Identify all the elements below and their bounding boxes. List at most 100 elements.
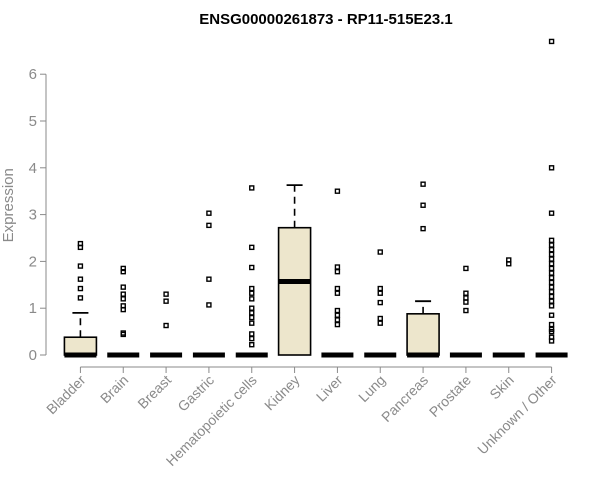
x-tick-label: Lung: [355, 372, 388, 405]
y-tick-label: 5: [29, 113, 37, 130]
outlier-point: [77, 285, 84, 292]
outlier-point: [249, 314, 255, 321]
outlier-point: [120, 296, 126, 302]
box-brain: [107, 265, 140, 358]
outlier-point: [463, 299, 469, 305]
outlier-point: [548, 270, 555, 276]
x-tick-label: Skin: [486, 372, 517, 403]
x-tick-label: Bladder: [43, 372, 89, 418]
box-iqr: [277, 226, 312, 356]
outlier-point: [206, 210, 212, 216]
box-hematopoietic-cells: [235, 185, 268, 358]
outlier-point: [420, 225, 426, 232]
y-tick-label: 1: [29, 300, 37, 317]
outlier-point: [249, 290, 255, 296]
outlier-point: [420, 181, 426, 187]
outlier-point: [77, 276, 84, 282]
outlier-point: [120, 265, 126, 272]
outlier-point: [249, 244, 255, 251]
box-breast: [150, 291, 183, 358]
x-tick-label: Breast: [134, 372, 174, 412]
y-tick-label: 3: [29, 207, 37, 224]
outlier-point: [548, 261, 555, 267]
box-prostate: [449, 265, 482, 358]
x-tick-label: Kidney: [261, 372, 303, 414]
outlier-point: [163, 322, 169, 329]
outlier-point: [249, 185, 255, 191]
outlier-point: [548, 284, 555, 290]
outlier-point: [120, 284, 126, 290]
outlier-point: [548, 256, 555, 262]
outlier-point: [548, 265, 555, 272]
outlier-point: [206, 302, 212, 308]
y-tick-label: 6: [29, 66, 37, 83]
outlier-point: [120, 268, 126, 275]
outlier-point: [548, 312, 555, 318]
outlier-point: [249, 335, 255, 342]
outlier-point: [249, 342, 255, 348]
outlier-point: [206, 222, 212, 229]
box-lung: [364, 249, 397, 358]
outlier-point: [548, 328, 555, 335]
outlier-point: [77, 244, 84, 251]
outlier-point: [377, 249, 383, 255]
y-tick-label: 2: [29, 253, 37, 270]
box-pancreas: [406, 181, 440, 358]
outlier-point: [334, 290, 341, 296]
x-tick-label: Gastric: [174, 372, 217, 415]
boxes-group: [63, 38, 568, 358]
outlier-point: [377, 315, 383, 322]
box-liver: [321, 188, 354, 358]
outlier-point: [377, 299, 383, 306]
outlier-point: [206, 276, 212, 282]
outlier-point: [334, 285, 341, 292]
outlier-point: [163, 291, 169, 297]
y-axis: 0 1 2 3 4 5 6: [29, 66, 47, 364]
box-iqr: [63, 336, 98, 356]
outlier-point: [334, 307, 341, 314]
outlier-point: [548, 251, 555, 258]
outlier-point: [548, 210, 555, 216]
outlier-point: [77, 295, 84, 301]
outlier-point: [334, 188, 341, 194]
outlier-point: [548, 338, 555, 344]
x-tick-label: Prostate: [426, 372, 474, 420]
outlier-point: [377, 285, 383, 292]
chart-title: ENSG00000261873 - RP11-515E23.1: [199, 11, 453, 28]
box-gastric: [192, 210, 225, 358]
outlier-point: [548, 279, 555, 286]
outlier-point: [548, 38, 555, 45]
outlier-point: [377, 290, 383, 296]
box-kidney: [277, 184, 312, 356]
outlier-point: [506, 261, 512, 267]
outlier-point: [548, 298, 555, 304]
outlier-point: [334, 264, 341, 270]
outlier-point: [334, 317, 341, 323]
outlier-point: [463, 265, 469, 272]
box-bladder: [63, 240, 98, 358]
outlier-point: [463, 290, 469, 296]
outlier-point: [77, 263, 84, 269]
outlier-point: [548, 289, 555, 295]
outlier-point: [548, 275, 555, 281]
outlier-point: [249, 331, 255, 337]
x-tick-label: Pancreas: [378, 372, 431, 425]
outlier-point: [377, 320, 383, 326]
y-tick-label: 0: [29, 347, 37, 364]
outlier-point: [120, 331, 126, 338]
outlier-point: [548, 165, 555, 171]
y-axis-title: Expression: [0, 168, 17, 242]
x-tick-label: Liver: [313, 372, 346, 405]
box-skin: [492, 257, 525, 358]
box-unknown-other: [535, 38, 568, 358]
outlier-point: [420, 202, 426, 208]
outlier-point: [548, 303, 555, 309]
outlier-point: [249, 264, 255, 271]
outlier-point: [548, 293, 555, 300]
outlier-point: [334, 321, 341, 328]
outlier-point: [249, 305, 255, 311]
outlier-point: [120, 306, 126, 313]
box-iqr: [406, 313, 440, 356]
outlier-point: [249, 310, 255, 316]
